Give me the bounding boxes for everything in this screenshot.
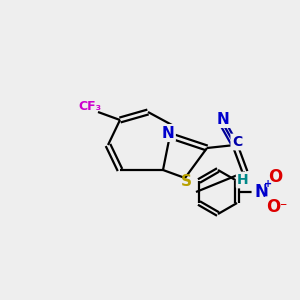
Text: N: N (254, 183, 268, 201)
Text: H: H (237, 173, 249, 187)
Text: S: S (181, 173, 191, 188)
Text: ⁻: ⁻ (279, 200, 287, 214)
Text: CF₃: CF₃ (78, 100, 102, 112)
Text: +: + (264, 179, 272, 189)
Text: N: N (162, 125, 174, 140)
Text: O: O (268, 168, 282, 186)
Text: C: C (232, 135, 242, 149)
Text: O: O (266, 198, 280, 216)
Text: N: N (217, 112, 230, 127)
